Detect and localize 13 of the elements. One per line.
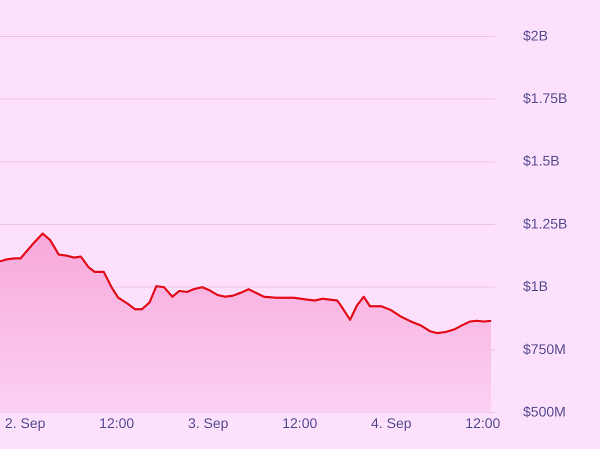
x-tick-label: 12:00: [465, 414, 501, 431]
x-tick-label: 4. Sep: [371, 414, 412, 431]
x-tick-label: 3. Sep: [188, 414, 229, 431]
y-tick-label: $750M: [523, 340, 566, 357]
y-tick-label: $500M: [523, 403, 566, 420]
y-tick-label: $2B: [523, 27, 548, 44]
x-tick-label: 12:00: [282, 414, 318, 431]
y-tick-label: $1B: [523, 278, 548, 294]
x-tick-label: 12:00: [99, 414, 134, 431]
y-tick-label: $1.75B: [523, 90, 568, 106]
y-tick-label: $1.25B: [523, 215, 568, 232]
x-tick-label: 2. Sep: [4, 414, 46, 431]
y-tick-label: $1.5B: [523, 152, 560, 169]
